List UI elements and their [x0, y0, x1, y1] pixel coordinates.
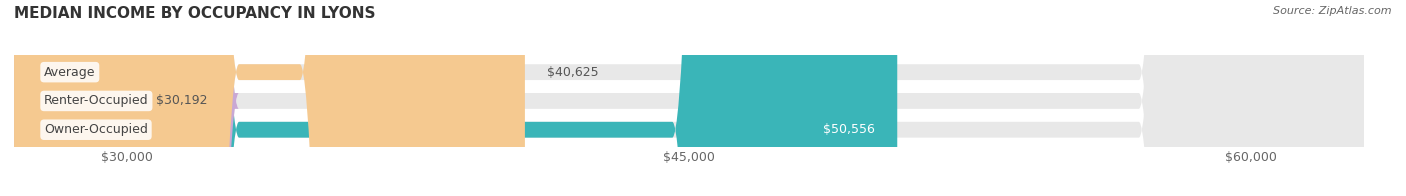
Text: Owner-Occupied: Owner-Occupied: [44, 123, 148, 136]
Text: $30,192: $30,192: [156, 94, 208, 107]
FancyBboxPatch shape: [0, 0, 239, 196]
FancyBboxPatch shape: [14, 0, 1364, 196]
FancyBboxPatch shape: [14, 0, 897, 196]
FancyBboxPatch shape: [14, 0, 524, 196]
Text: Source: ZipAtlas.com: Source: ZipAtlas.com: [1274, 6, 1392, 16]
FancyBboxPatch shape: [14, 0, 1364, 196]
Text: Renter-Occupied: Renter-Occupied: [44, 94, 149, 107]
FancyBboxPatch shape: [14, 0, 1364, 196]
Text: $50,556: $50,556: [823, 123, 875, 136]
Text: $40,625: $40,625: [547, 66, 599, 79]
Text: MEDIAN INCOME BY OCCUPANCY IN LYONS: MEDIAN INCOME BY OCCUPANCY IN LYONS: [14, 6, 375, 21]
Text: Average: Average: [44, 66, 96, 79]
